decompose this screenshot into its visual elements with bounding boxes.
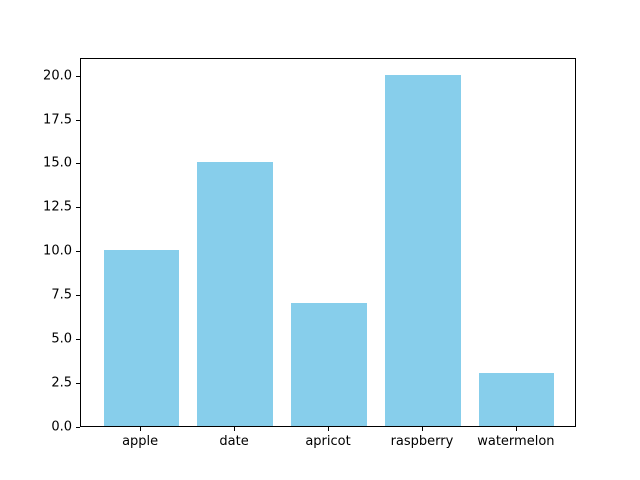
y-tick-mark bbox=[76, 383, 80, 385]
y-tick-mark bbox=[76, 427, 80, 428]
x-tick-mark bbox=[421, 427, 423, 431]
y-tick-label: 7.5 bbox=[51, 287, 72, 303]
bar-apricot bbox=[291, 303, 367, 426]
y-tick-mark bbox=[76, 339, 80, 341]
y-tick-mark bbox=[76, 251, 80, 253]
x-tick-label: date bbox=[219, 434, 249, 449]
y-tick-mark bbox=[76, 163, 80, 165]
x-tick-mark bbox=[328, 427, 329, 431]
y-tick-label: 20.0 bbox=[43, 68, 72, 84]
bar-watermelon bbox=[479, 373, 555, 426]
y-tick-mark bbox=[76, 295, 80, 297]
x-tick-mark bbox=[140, 427, 142, 431]
plot-area bbox=[80, 58, 576, 427]
bar-apple bbox=[103, 250, 179, 426]
y-tick-mark bbox=[76, 75, 80, 77]
y-tick-mark bbox=[76, 207, 80, 209]
y-tick-label: 5.0 bbox=[51, 331, 72, 347]
x-tick-label: apricot bbox=[305, 434, 351, 449]
bar-date bbox=[197, 162, 273, 426]
x-tick-label: watermelon bbox=[477, 434, 555, 449]
y-tick-label: 0.0 bbox=[51, 419, 72, 435]
y-tick-label: 17.5 bbox=[43, 112, 72, 127]
y-tick-label: 15.0 bbox=[43, 155, 72, 171]
y-tick-label: 12.5 bbox=[43, 199, 72, 215]
y-tick-label: 2.5 bbox=[51, 375, 72, 391]
x-tick-mark bbox=[234, 427, 236, 431]
x-tick-label: apple bbox=[122, 434, 159, 449]
x-tick-label: raspberry bbox=[390, 434, 454, 449]
y-tick-mark bbox=[76, 119, 80, 121]
bar-raspberry bbox=[385, 74, 461, 426]
y-tick-label: 10.0 bbox=[43, 243, 72, 259]
x-tick-mark bbox=[515, 427, 517, 431]
